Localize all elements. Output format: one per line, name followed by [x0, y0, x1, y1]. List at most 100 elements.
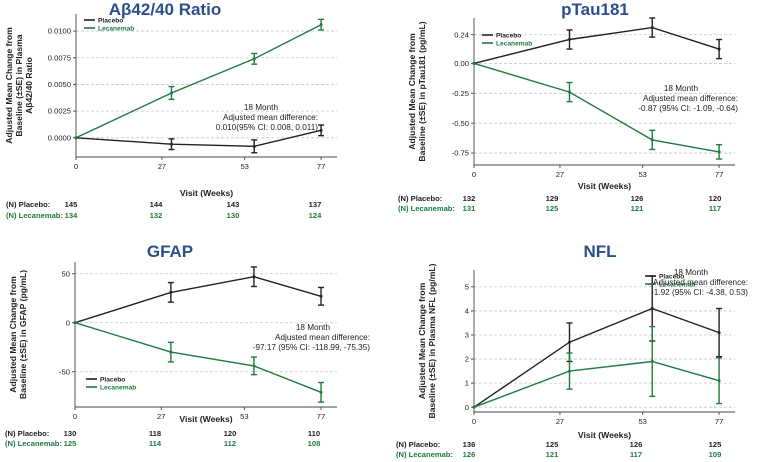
lecanemab-data-point [472, 405, 476, 409]
chart-title: Aβ42/40 Ratio [109, 0, 221, 19]
y-axis-label-line: Baseline (±SE) in Plasma [14, 34, 24, 136]
lecanemab-data-point [650, 138, 654, 142]
placebo-series-line [75, 129, 322, 148]
lecanemab-series-line [74, 322, 322, 393]
n-lecanemab-count: 117 [630, 450, 642, 459]
lecanemab-data-point [319, 390, 323, 394]
placebo-data-point [567, 38, 571, 42]
x-axis-label: Visit (Weeks) [180, 188, 233, 198]
y-tick-label: 0.0100 [48, 27, 71, 36]
y-tick-label: 0.0075 [48, 53, 71, 62]
n-lecanemab-count: 109 [709, 450, 722, 459]
x-tick-label: 27 [158, 162, 166, 171]
legend-label-lecanemab: Lecanemab [496, 40, 532, 47]
y-tick-label: -0.50 [452, 119, 469, 128]
n-placebo-count: 144 [150, 200, 163, 209]
lecanemab-data-point [567, 90, 571, 94]
n-lecanemab-count: 131 [463, 204, 476, 213]
n-placebo-count: 143 [227, 200, 240, 209]
lecanemab-data-point [73, 321, 77, 325]
legend-label-placebo: Placebo [496, 32, 521, 39]
n-lecanemab-count: 126 [463, 450, 476, 459]
annotation-line: 18 Month [664, 84, 699, 93]
x-axis-label: Visit (Weeks) [578, 430, 631, 440]
y-tick-label: 0.0025 [48, 107, 71, 116]
legend-label-placebo: Placebo [659, 273, 684, 280]
y-axis-label: Adjusted Mean Change fromBaseline (±SE) … [417, 263, 437, 418]
n-lecanemab-label: (N) Lecanemab: [396, 450, 453, 459]
x-tick-label: 53 [638, 170, 646, 179]
n-placebo-count: 132 [463, 194, 476, 203]
n-lecanemab-count: 134 [65, 211, 78, 220]
y-tick-label: 0.0000 [48, 133, 71, 142]
lecanemab-data-point [472, 61, 476, 65]
y-tick-label: -0.25 [452, 89, 469, 98]
y-axis-label-line: Adjusted Mean Change from [8, 276, 18, 393]
lecanemab-series-line [75, 24, 322, 139]
y-axis-label-line: Adjusted Mean Change from [417, 282, 427, 399]
x-tick-label: 77 [715, 417, 723, 426]
lecanemab-series-line [473, 62, 720, 153]
annotation-line: Adjusted mean difference: [643, 94, 738, 103]
annotation-line: 18 Month [296, 323, 331, 332]
placebo-data-point [319, 128, 323, 132]
lecanemab-data-point [717, 150, 721, 154]
chart-title: NFL [583, 242, 616, 261]
n-lecanemab-count: 125 [546, 204, 559, 213]
lecanemab-data-point [319, 23, 323, 27]
y-tick-label: 0.00 [454, 59, 469, 68]
annotation-line: Adjusted mean difference: [223, 113, 318, 122]
chart-title: GFAP [147, 242, 193, 261]
n-placebo-label: (N) Placebo: [396, 440, 440, 449]
chart-panel-4: NFL 0 1 2 3 4 5 0 27 53 77 Visit (Weeks) Adjusted Me… [396, 242, 748, 459]
n-placebo-label: (N) Placebo: [5, 429, 49, 438]
placebo-data-point [252, 144, 256, 148]
y-axis-label: Adjusted Mean Change fromBaseline (±SE) … [8, 270, 28, 399]
y-tick-label: 0.24 [454, 30, 469, 39]
x-axis-label: Visit (Weeks) [179, 414, 232, 424]
lecanemab-data-point [650, 359, 654, 363]
n-placebo-count: 120 [224, 429, 237, 438]
x-tick-label: 0 [74, 162, 78, 171]
lecanemab-data-point [169, 91, 173, 95]
annotation-line: -97.17 (95% CI: -118.99, -75.35) [253, 343, 371, 352]
chart-panel-1: Aβ42/40 Ratio 0.0000 0.0025 0.0050 0.0075 0.0… [4, 0, 337, 220]
n-lecanemab-count: 108 [308, 439, 321, 448]
x-tick-label: 27 [556, 417, 564, 426]
n-placebo-count: 136 [463, 440, 476, 449]
n-placebo-count: 145 [65, 200, 78, 209]
n-lecanemab-count: 117 [709, 204, 721, 213]
y-axis-label-line: Baseline (±SE) in Plasma NFL (pg/mL) [427, 263, 437, 418]
y-tick-label: 5 [465, 282, 469, 291]
y-tick-label: 0 [465, 403, 469, 412]
n-lecanemab-label: (N) Lecanemab: [398, 204, 455, 213]
y-tick-label: -0.75 [452, 149, 469, 158]
x-tick-label: 0 [73, 412, 77, 421]
n-lecanemab-count: 125 [64, 439, 77, 448]
n-lecanemab-count: 130 [227, 211, 240, 220]
n-placebo-label: (N) Placebo: [398, 194, 442, 203]
lecanemab-data-point [169, 350, 173, 354]
x-axis-label: Visit (Weeks) [578, 181, 631, 191]
n-lecanemab-count: 132 [150, 211, 163, 220]
lecanemab-data-point [717, 379, 721, 383]
placebo-series-line [473, 26, 720, 65]
x-tick-label: 27 [556, 170, 564, 179]
n-lecanemab-count: 121 [631, 204, 644, 213]
placebo-data-point [650, 307, 654, 311]
annotation-line: 18 Month [244, 103, 279, 112]
placebo-data-point [717, 47, 721, 51]
y-tick-label: 4 [465, 307, 469, 316]
placebo-data-point [650, 26, 654, 30]
legend-label-lecanemab: Lecanemab [98, 25, 134, 32]
y-tick-label: 50 [62, 269, 70, 278]
n-placebo-count: 118 [149, 429, 161, 438]
x-tick-label: 53 [240, 412, 248, 421]
x-tick-label: 0 [472, 170, 476, 179]
y-axis-label-line: Baseline (±SE) in pTau181 (pg/mL) [417, 21, 427, 161]
placebo-data-point [169, 290, 173, 294]
y-axis-label-line: Aβ42/40 Ratio [24, 57, 34, 114]
y-axis-label: Adjusted Mean Change fromBaseline (±SE) … [407, 21, 427, 161]
y-axis-label-line: Adjusted Mean Change from [407, 33, 417, 150]
